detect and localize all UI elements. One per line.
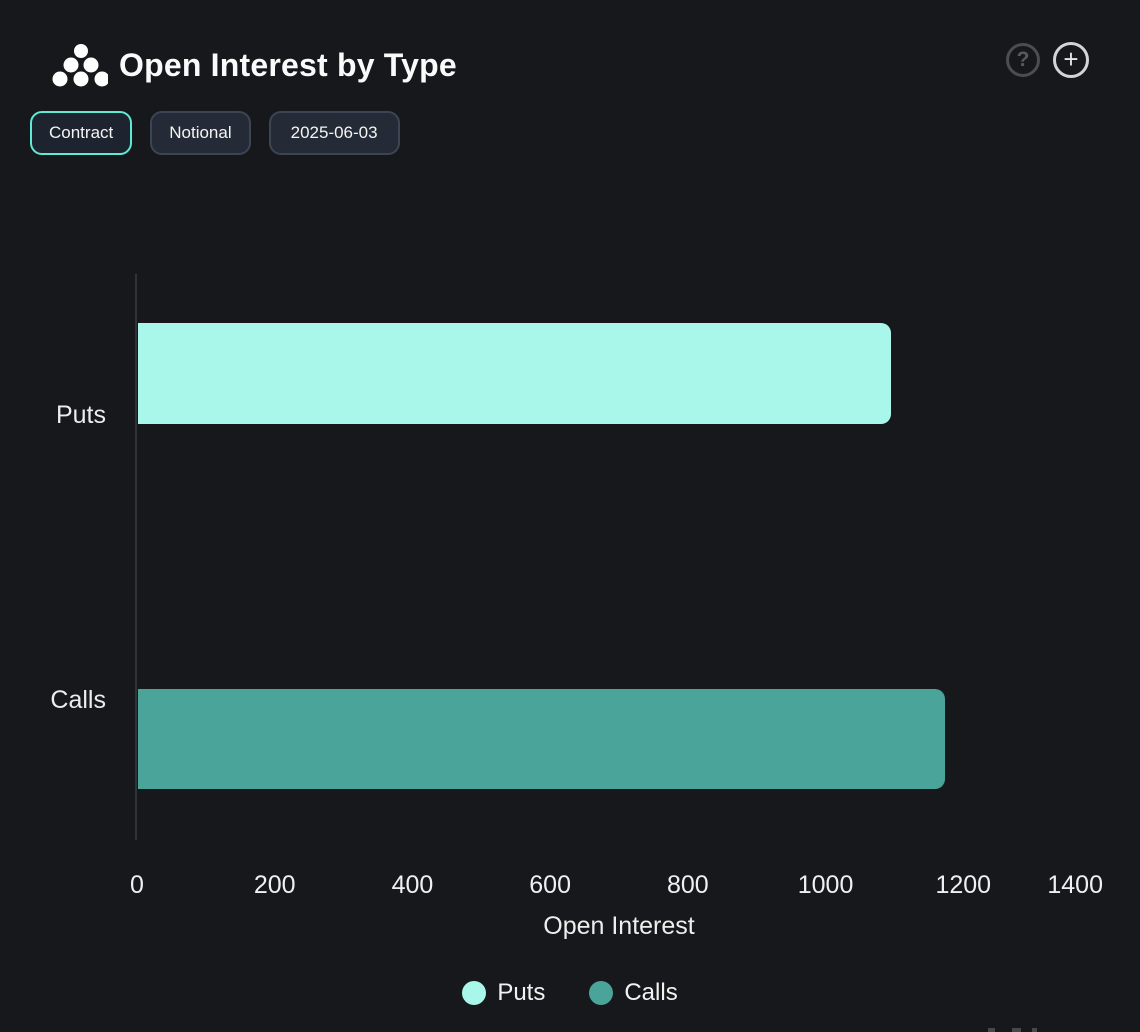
x-tick-600: 600 — [529, 871, 571, 899]
category-label-puts: Puts — [55, 401, 106, 429]
category-label-calls: Calls — [50, 686, 106, 714]
dot-cluster-logo-icon — [52, 44, 108, 87]
chip-contract[interactable]: Contract — [30, 111, 133, 155]
x-tick-1400: 1400 — [1047, 871, 1103, 899]
legend-item-puts[interactable]: Puts — [462, 979, 545, 1007]
add-icon[interactable]: + — [1053, 42, 1089, 78]
legend-label: Puts — [497, 979, 546, 1006]
x-tick-0: 0 — [130, 871, 144, 899]
chip-notional[interactable]: Notional — [150, 111, 251, 155]
legend-label: Calls — [624, 979, 678, 1006]
x-tick-200: 200 — [253, 871, 296, 899]
plot-area — [137, 274, 1101, 840]
legend-item-calls[interactable]: Calls — [589, 979, 678, 1007]
x-tick-400: 400 — [391, 871, 434, 899]
legend-dot-calls — [589, 981, 614, 1005]
bar-calls[interactable] — [138, 689, 945, 789]
y-axis-line — [135, 274, 137, 840]
watermark-fragment — [988, 1028, 1068, 1032]
legend-dot-puts — [462, 981, 487, 1005]
bar-puts[interactable] — [138, 323, 891, 424]
chip-date[interactable]: 2025-06-03 — [268, 111, 400, 155]
x-tick-1200: 1200 — [935, 871, 992, 899]
x-tick-1000: 1000 — [797, 871, 854, 899]
chart-legend: Puts Calls — [0, 979, 1140, 1007]
help-icon[interactable]: ? — [1006, 43, 1040, 77]
page-title: Open Interest by Type — [119, 47, 457, 83]
chip-row: Contract Notional 2025-06-03 — [30, 111, 400, 155]
x-tick-800: 800 — [666, 871, 709, 899]
x-axis-title: Open Interest — [543, 912, 695, 940]
x-axis-ticks: 0 200 400 600 800 1000 1200 1400 — [130, 869, 1103, 901]
